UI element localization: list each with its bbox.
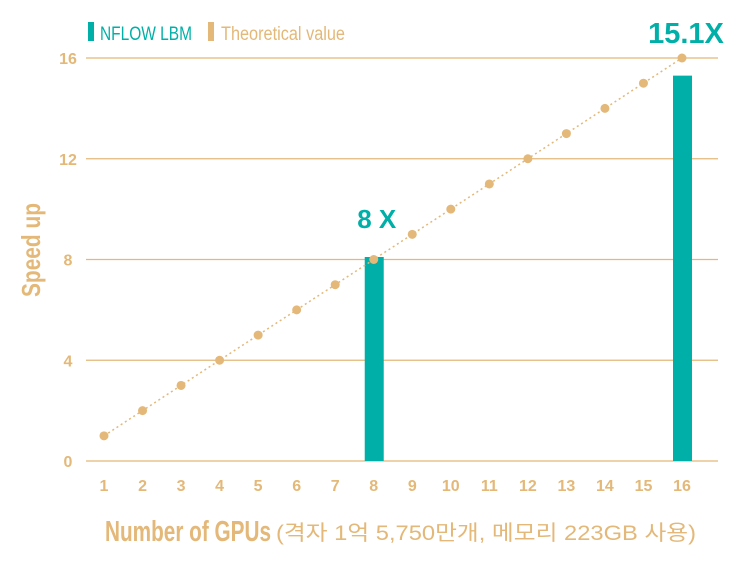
bar <box>673 75 692 461</box>
theoretical-point <box>138 406 148 416</box>
theoretical-point <box>561 129 571 139</box>
bar <box>364 256 384 461</box>
theoretical-point <box>215 355 225 365</box>
theoretical-point <box>369 255 379 264</box>
x-axis-title: Number of GPUs <box>105 516 271 548</box>
x-tick-label: 3 <box>177 478 186 495</box>
x-tick-label: 2 <box>138 478 147 495</box>
x-tick-label: 15 <box>635 478 653 495</box>
x-tick-label: 1 <box>100 478 109 495</box>
theoretical-point <box>99 431 109 441</box>
x-tick-label: 9 <box>408 478 417 495</box>
x-tick-label: 14 <box>596 478 614 495</box>
x-tick-label: 13 <box>558 478 576 495</box>
y-tick-label: 12 <box>59 152 77 169</box>
theoretical-point <box>600 103 610 113</box>
legend-label: Theoretical value <box>221 24 345 45</box>
bar-label: 8 X <box>357 204 397 234</box>
theoretical-point <box>330 280 340 290</box>
theoretical-point <box>176 380 186 390</box>
x-tick-label: 12 <box>519 478 537 495</box>
x-tick-label: 16 <box>673 478 691 495</box>
theoretical-point <box>253 330 263 340</box>
bar-label: 15.1X <box>648 18 724 50</box>
theoretical-point <box>446 204 456 214</box>
x-tick-label: 10 <box>442 478 460 495</box>
theoretical-point <box>523 154 533 164</box>
theoretical-point <box>484 179 494 189</box>
theoretical-point <box>677 53 687 63</box>
x-tick-label: 4 <box>215 478 224 495</box>
y-tick-label: 8 <box>64 253 73 270</box>
theoretical-point <box>407 229 417 239</box>
x-tick-label: 6 <box>292 478 301 495</box>
y-axis-title: Speed up <box>16 203 46 297</box>
x-axis-note: (격자 1억 5,750만개, 메모리 223GB 사용) <box>276 522 696 545</box>
legend-swatch <box>208 22 214 41</box>
y-tick-label: 4 <box>64 353 73 370</box>
legend-label: NFLOW LBM <box>100 24 192 45</box>
x-tick-label: 8 <box>369 478 378 495</box>
x-tick-label: 5 <box>254 478 263 495</box>
x-tick-label: 7 <box>331 478 340 495</box>
theoretical-point <box>638 78 648 88</box>
y-tick-label: 0 <box>64 454 73 471</box>
legend-swatch <box>88 22 94 41</box>
y-tick-label: 16 <box>59 51 77 68</box>
x-tick-label: 11 <box>481 478 498 495</box>
theoretical-line <box>103 57 683 437</box>
theoretical-point <box>292 305 302 315</box>
